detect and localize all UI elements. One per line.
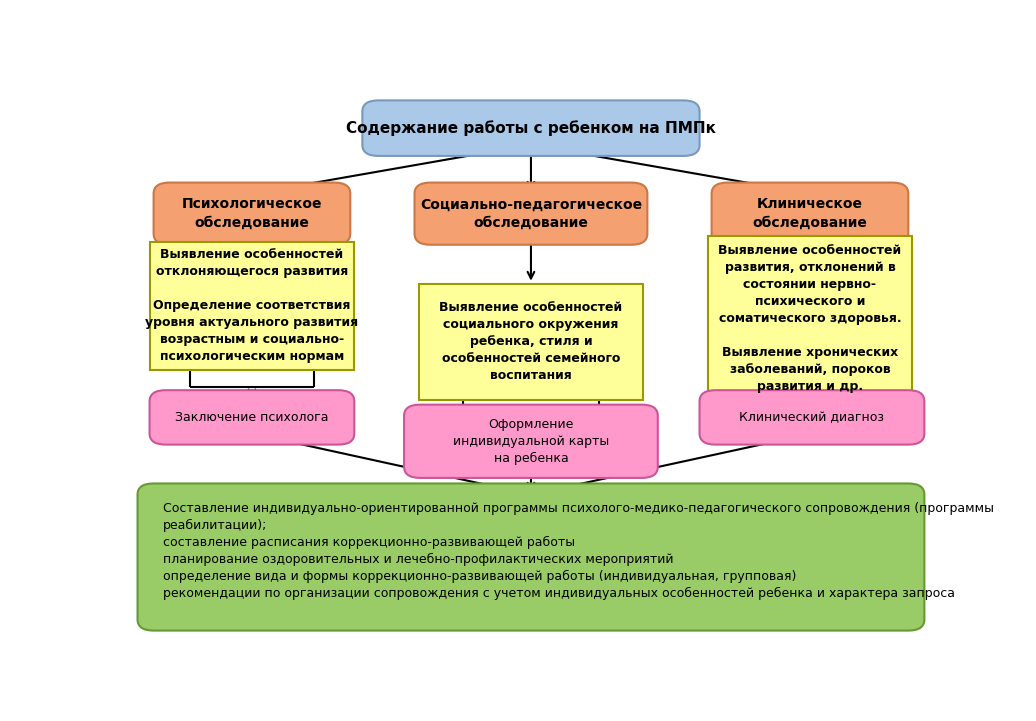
FancyBboxPatch shape [404,404,658,478]
Text: Составление индивидуально-ориентированной программы психолого-медико-педагогичес: Составление индивидуально-ориентированно… [164,502,995,601]
FancyBboxPatch shape [138,484,924,631]
Text: Заключение психолога: Заключение психолога [175,411,328,424]
FancyBboxPatch shape [153,182,350,244]
FancyBboxPatch shape [708,236,913,400]
Text: Выявление особенностей
развития, отклонений в
состоянии нервно-
психического и
с: Выявление особенностей развития, отклоне… [718,244,901,393]
Text: Содержание работы с ребенком на ПМПк: Содержание работы с ребенком на ПМПк [346,120,716,136]
FancyBboxPatch shape [149,242,354,370]
FancyBboxPatch shape [699,390,924,445]
FancyBboxPatch shape [363,100,699,156]
Text: Психологическое
обследование: Психологическое обследование [181,198,322,230]
Text: Оформление
индивидуальной карты
на ребенка: Оформление индивидуальной карты на ребен… [453,417,609,465]
FancyBboxPatch shape [712,182,909,244]
Text: Выявление особенностей
социального окружения
ребенка, стиля и
особенностей семей: Выявление особенностей социального окруж… [439,301,623,382]
Text: Клиническое
обследование: Клиническое обследование [752,198,867,230]
FancyBboxPatch shape [149,390,354,445]
FancyBboxPatch shape [419,283,643,400]
Text: Выявление особенностей
отклоняющегося развития

Определение соответствия
уровня : Выявление особенностей отклоняющегося ра… [145,248,358,363]
Text: Социально-педагогическое
обследование: Социально-педагогическое обследование [420,198,642,230]
Text: Клинический диагноз: Клинический диагноз [740,411,885,424]
FancyBboxPatch shape [414,182,648,244]
